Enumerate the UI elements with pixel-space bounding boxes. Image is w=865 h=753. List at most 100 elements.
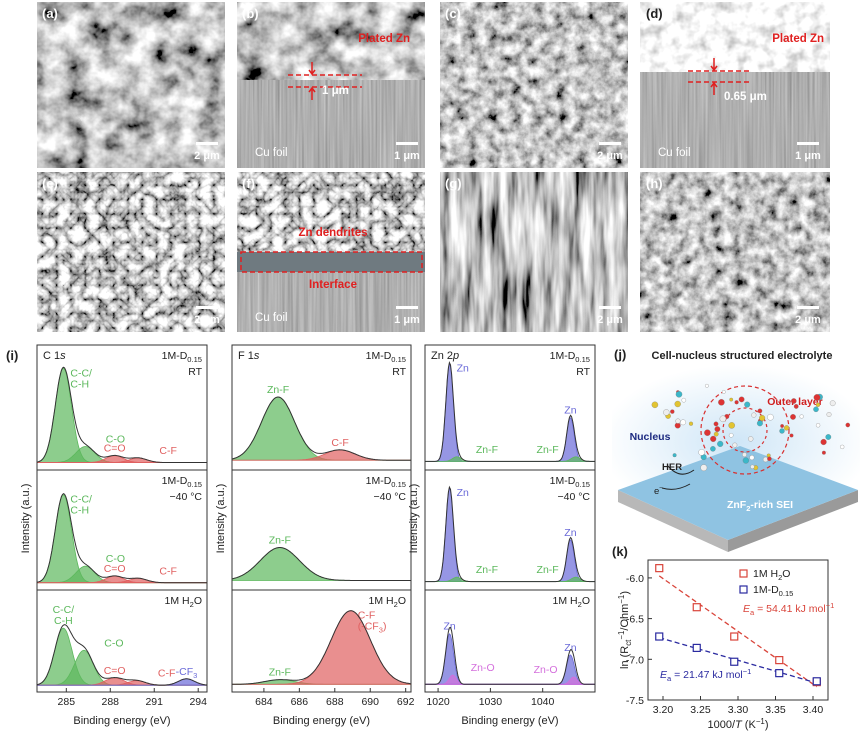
- subplot-frame: [36, 589, 208, 693]
- molecule-atom: [675, 418, 681, 424]
- molecule-atom: [791, 398, 797, 404]
- text-part: Zn: [457, 487, 469, 499]
- x-tick-label: 1020: [426, 696, 450, 708]
- sample-label: 1M H2O: [553, 595, 590, 609]
- arrow: [710, 58, 718, 95]
- text-part: p: [452, 350, 459, 362]
- text-part: ): [619, 591, 631, 595]
- text-part: Zn-F: [267, 384, 289, 396]
- text-part: Zn: [443, 621, 455, 633]
- arrow: [667, 465, 695, 475]
- subplot-frame: [424, 589, 596, 693]
- text-part: a: [750, 608, 755, 617]
- text-part: C-H: [54, 615, 73, 627]
- data-point: [730, 657, 739, 666]
- molecule-atom: [700, 464, 708, 472]
- molecule-atom: [721, 390, 726, 394]
- text-part: s: [254, 350, 260, 362]
- sei-label: ZnF2-rich SEI: [727, 499, 793, 513]
- sem-image: [237, 80, 425, 168]
- text-part: 1M H: [165, 595, 190, 607]
- text-part: −1: [617, 594, 626, 604]
- data-point: [655, 632, 664, 641]
- text-part: Zn-O: [534, 664, 558, 676]
- molecule-atom: [759, 414, 766, 422]
- molecule-atom: [718, 399, 725, 406]
- x-tick-label: 690: [361, 696, 379, 708]
- molecule-atom: [825, 434, 832, 440]
- text-part: Zn-F: [269, 667, 291, 679]
- sem-image: [237, 172, 425, 252]
- molecule-atom: [680, 419, 686, 426]
- text-part: s: [60, 350, 66, 362]
- legend-label: 1M H2O: [753, 568, 790, 582]
- panel-label: (e): [42, 176, 58, 191]
- peak-label: C-C/: [70, 367, 92, 379]
- text-part: C-F: [159, 565, 177, 577]
- text-part: O: [582, 595, 590, 607]
- text-part: C-O: [106, 433, 125, 445]
- column-title: Zn 2p: [431, 350, 459, 362]
- text-part: O: [398, 595, 406, 607]
- y-tick-label: -7.0: [626, 654, 644, 666]
- scale-bar: [797, 142, 819, 145]
- data-point: [775, 669, 784, 678]
- scale-bar: [396, 142, 418, 145]
- molecule-atom: [767, 456, 772, 462]
- y-tick-label: -7.5: [626, 695, 644, 707]
- text-part: 0.15: [779, 589, 794, 598]
- peak-label: Zn: [443, 621, 455, 633]
- annotation: 0.65 μm: [724, 91, 767, 103]
- annotation: Plated Zn: [772, 33, 824, 45]
- panel-label: (j): [614, 347, 626, 362]
- text-part: F 1: [238, 350, 254, 362]
- fit-line: [658, 575, 818, 688]
- molecule-atom: [757, 408, 763, 414]
- scale-label: 1 μm: [394, 314, 420, 326]
- y-axis-label: Intensity (a.u.): [215, 484, 227, 554]
- peak-label: Zn-F: [269, 535, 291, 547]
- molecule-atom: [840, 444, 845, 450]
- platform-side: [728, 490, 858, 552]
- legend-label: 1M-D0.15: [753, 584, 793, 598]
- sample-label: 1M H2O: [165, 595, 202, 609]
- text-part: 1M H: [753, 568, 778, 580]
- text-part: (-CF: [358, 621, 379, 633]
- text-part: 1M-D: [162, 475, 188, 487]
- text-part: 3: [193, 671, 197, 680]
- text-part: = 54.41 kJ mol: [754, 603, 826, 615]
- text-part: Zn-F: [269, 535, 291, 547]
- peak-label: C-C/: [53, 604, 75, 616]
- text-part: C-C/: [70, 494, 92, 506]
- text-part: 1M H: [553, 595, 578, 607]
- sample-label: 1M-D0.15: [366, 350, 406, 364]
- molecule-atom: [681, 397, 687, 403]
- text-part: T: [735, 719, 743, 731]
- fit-envelope: [232, 610, 412, 685]
- column-title: F 1s: [238, 350, 260, 362]
- text-part: 1M-D: [753, 584, 779, 596]
- text-part: -CF: [176, 666, 194, 678]
- text-part: C-O: [104, 637, 123, 649]
- peak-label: C-O: [106, 553, 125, 565]
- text-part: C=O: [104, 563, 126, 575]
- molecule-atom: [704, 429, 711, 436]
- molecule-atom: [732, 442, 738, 448]
- text-part: ): [765, 719, 769, 731]
- sem-panel-a: (a) 2 μm: [37, 2, 225, 168]
- x-tick-label: 294: [189, 696, 207, 708]
- sample-label: 1M H2O: [369, 595, 406, 609]
- molecule-atom: [767, 413, 774, 421]
- molecule-atom: [779, 428, 785, 434]
- molecule-atom: [651, 401, 659, 409]
- annotation: Zn dendrites: [298, 227, 367, 239]
- text-part: -rich SEI: [750, 499, 793, 511]
- text-part: ): [383, 621, 387, 633]
- molecule-atom: [713, 431, 719, 437]
- outer-layer-ring: [700, 385, 790, 475]
- peak-label: Zn: [564, 527, 576, 539]
- condition-label: RT: [576, 366, 590, 378]
- y-axis-label: Intensity (a.u.): [20, 484, 32, 554]
- text-part: C-F: [159, 445, 177, 457]
